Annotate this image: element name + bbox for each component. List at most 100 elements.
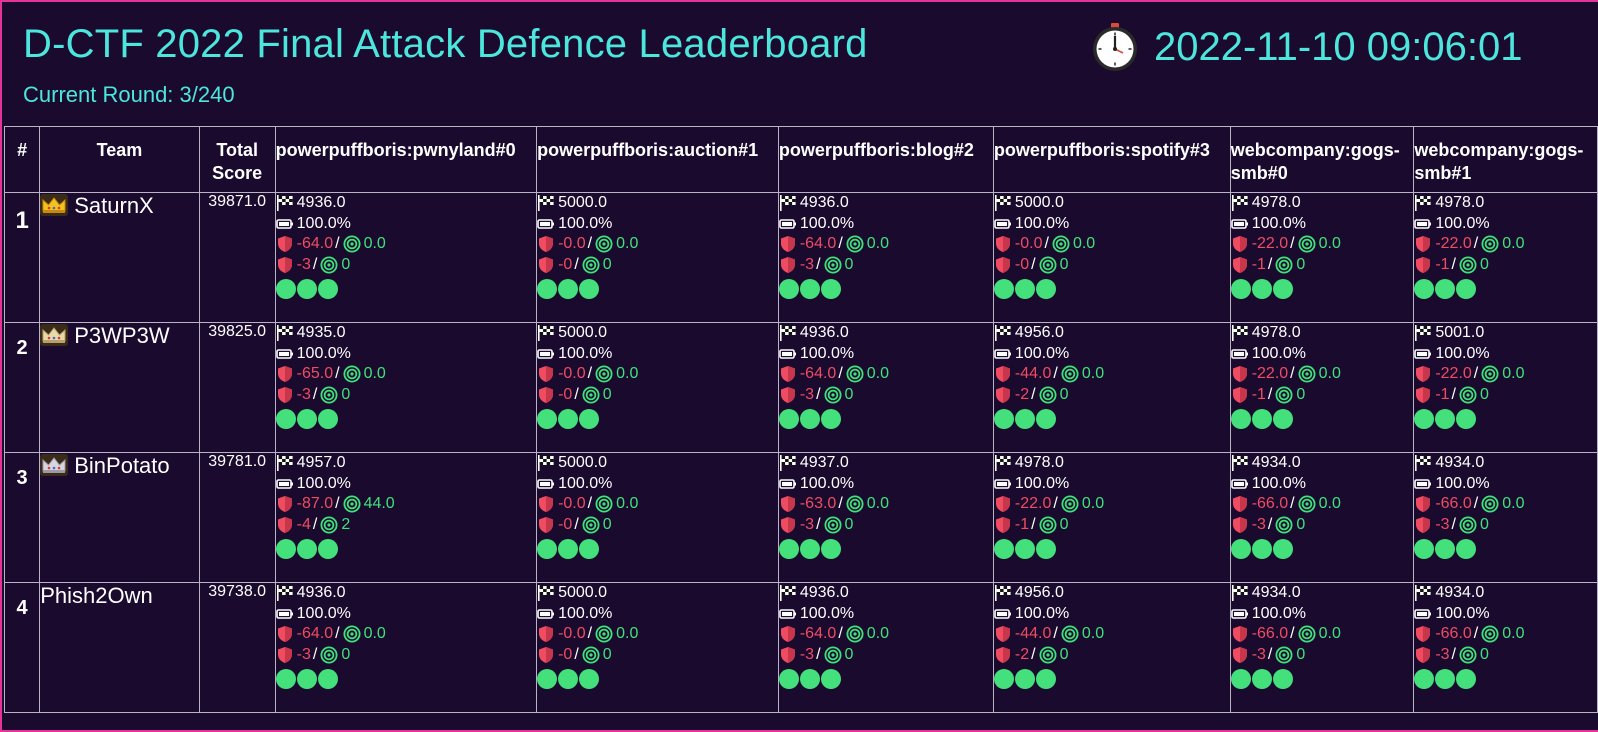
shield-icon [277, 646, 292, 663]
status-up-dot [799, 669, 820, 689]
separator: / [587, 625, 593, 642]
battery-icon [275, 478, 293, 489]
checkered-flag-icon [1415, 585, 1431, 602]
battery-icon [1230, 608, 1248, 619]
status-up-dot [558, 669, 579, 689]
sla-percent: 100.0% [1014, 474, 1070, 492]
separator: / [1451, 255, 1456, 273]
shield-icon [995, 236, 1010, 253]
status-up-dot [537, 279, 558, 299]
defense-points: -64.0 [799, 365, 837, 382]
separator: / [1267, 255, 1273, 273]
flags-lost: -3 [1435, 645, 1450, 663]
flag-points: 5000.0 [558, 194, 608, 211]
flag-points: 4934.0 [1435, 584, 1485, 601]
defense-points: -66.0 [1435, 495, 1472, 512]
team-cell: Phish2Own [39, 582, 200, 713]
defense-points: -22.0 [1435, 365, 1472, 382]
separator: / [1053, 365, 1058, 382]
status-up-dot [1230, 669, 1251, 689]
target-icon [1298, 365, 1316, 383]
status-up-dot [1435, 539, 1456, 559]
attack-points: 0.0 [616, 365, 639, 382]
attack-points: 0.0 [1318, 365, 1341, 382]
target-icon [582, 646, 600, 664]
service-score-cell: 4936.0 100.0% -64.0/0.0 -3/0 [777, 192, 994, 323]
separator: / [1473, 235, 1479, 252]
target-icon [1481, 495, 1499, 513]
header-rank: # [3, 126, 41, 193]
sla-percent: 100.0% [1014, 604, 1070, 622]
attack-points: 0.0 [363, 625, 386, 642]
status-up-dot [1251, 409, 1272, 429]
status-dots [1230, 409, 1414, 429]
flag-points: 5000.0 [558, 584, 608, 601]
separator: / [1290, 365, 1295, 382]
separator: / [312, 645, 318, 663]
target-icon [582, 256, 600, 274]
status-up-dot [579, 539, 600, 559]
shield-icon [277, 516, 292, 533]
flags-lost: -2 [1014, 385, 1030, 403]
separator: / [335, 365, 340, 382]
flags-lost: -3 [296, 645, 311, 663]
checkered-flag-icon [779, 195, 796, 212]
separator: / [312, 515, 318, 533]
sla-percent: 100.0% [1251, 474, 1306, 492]
status-up-dot [1014, 279, 1035, 299]
table-header-row: # Team Total Score powerpuffboris:pwnyla… [3, 126, 1598, 193]
attack-points: 0.0 [1502, 365, 1525, 382]
status-up-dot [275, 279, 296, 299]
flags-captured: 0 [1480, 385, 1489, 403]
target-icon [343, 365, 361, 383]
flags-lost: -0 [1014, 255, 1030, 273]
service-score-cell: 4934.0 100.0% -66.0/0.0 -3/0 [1413, 582, 1598, 713]
sla-percent: 100.0% [296, 344, 351, 362]
defense-points: -0.0 [558, 495, 586, 512]
status-up-dot [275, 539, 296, 559]
separator: / [816, 385, 821, 403]
flags-captured: 0 [1059, 255, 1069, 273]
scoreboard-table: # Team Total Score powerpuffboris:pwnyla… [3, 126, 1598, 713]
status-dots [993, 539, 1230, 559]
team-cell: P3WP3W [39, 322, 200, 453]
attack-points: 0.0 [363, 235, 386, 252]
status-up-dot [537, 669, 558, 689]
rank-cell: 3 [3, 452, 41, 583]
status-up-dot [1435, 409, 1456, 429]
status-up-dot [1035, 409, 1056, 429]
checkered-flag-icon [538, 585, 554, 602]
status-dots [537, 539, 778, 559]
flags-lost: -3 [1435, 515, 1450, 533]
attack-points: 0.0 [1081, 495, 1105, 512]
checkered-flag-icon [276, 195, 293, 212]
separator: / [335, 235, 340, 252]
battery-icon [1230, 218, 1248, 229]
flags-captured: 0 [1059, 645, 1069, 663]
status-up-dot [296, 279, 317, 299]
defense-points: -44.0 [1014, 365, 1052, 382]
attack-points: 0.0 [363, 365, 386, 382]
flag-points: 5001.0 [1435, 324, 1485, 341]
shield-icon [1416, 366, 1431, 383]
table-row: 2 P3WP3W 39825.0 4935.0 100.0% -65.0/0.0 -3/0 5… [3, 322, 1598, 453]
target-icon [1275, 256, 1293, 274]
flag-points: 4936.0 [799, 584, 849, 601]
service-score-cell: 5000.0 100.0% -0.0/0.0 -0/0 [536, 192, 779, 323]
status-dots [275, 539, 536, 559]
checkered-flag-icon [1415, 195, 1431, 212]
status-up-dot [1230, 279, 1251, 299]
attack-points: 0.0 [616, 495, 639, 512]
separator: / [587, 235, 593, 252]
target-icon [343, 625, 361, 643]
flags-lost: -1 [1435, 255, 1450, 273]
sla-percent: 100.0% [1435, 474, 1490, 492]
defense-points: -22.0 [1435, 235, 1472, 252]
flags-captured: 0 [1480, 255, 1489, 273]
sla-percent: 100.0% [1014, 344, 1070, 362]
status-up-dot [1230, 409, 1251, 429]
total-score-cell: 39781.0 [198, 452, 276, 583]
separator: / [1031, 645, 1036, 663]
battery-icon [537, 478, 555, 489]
status-up-dot [296, 539, 317, 559]
